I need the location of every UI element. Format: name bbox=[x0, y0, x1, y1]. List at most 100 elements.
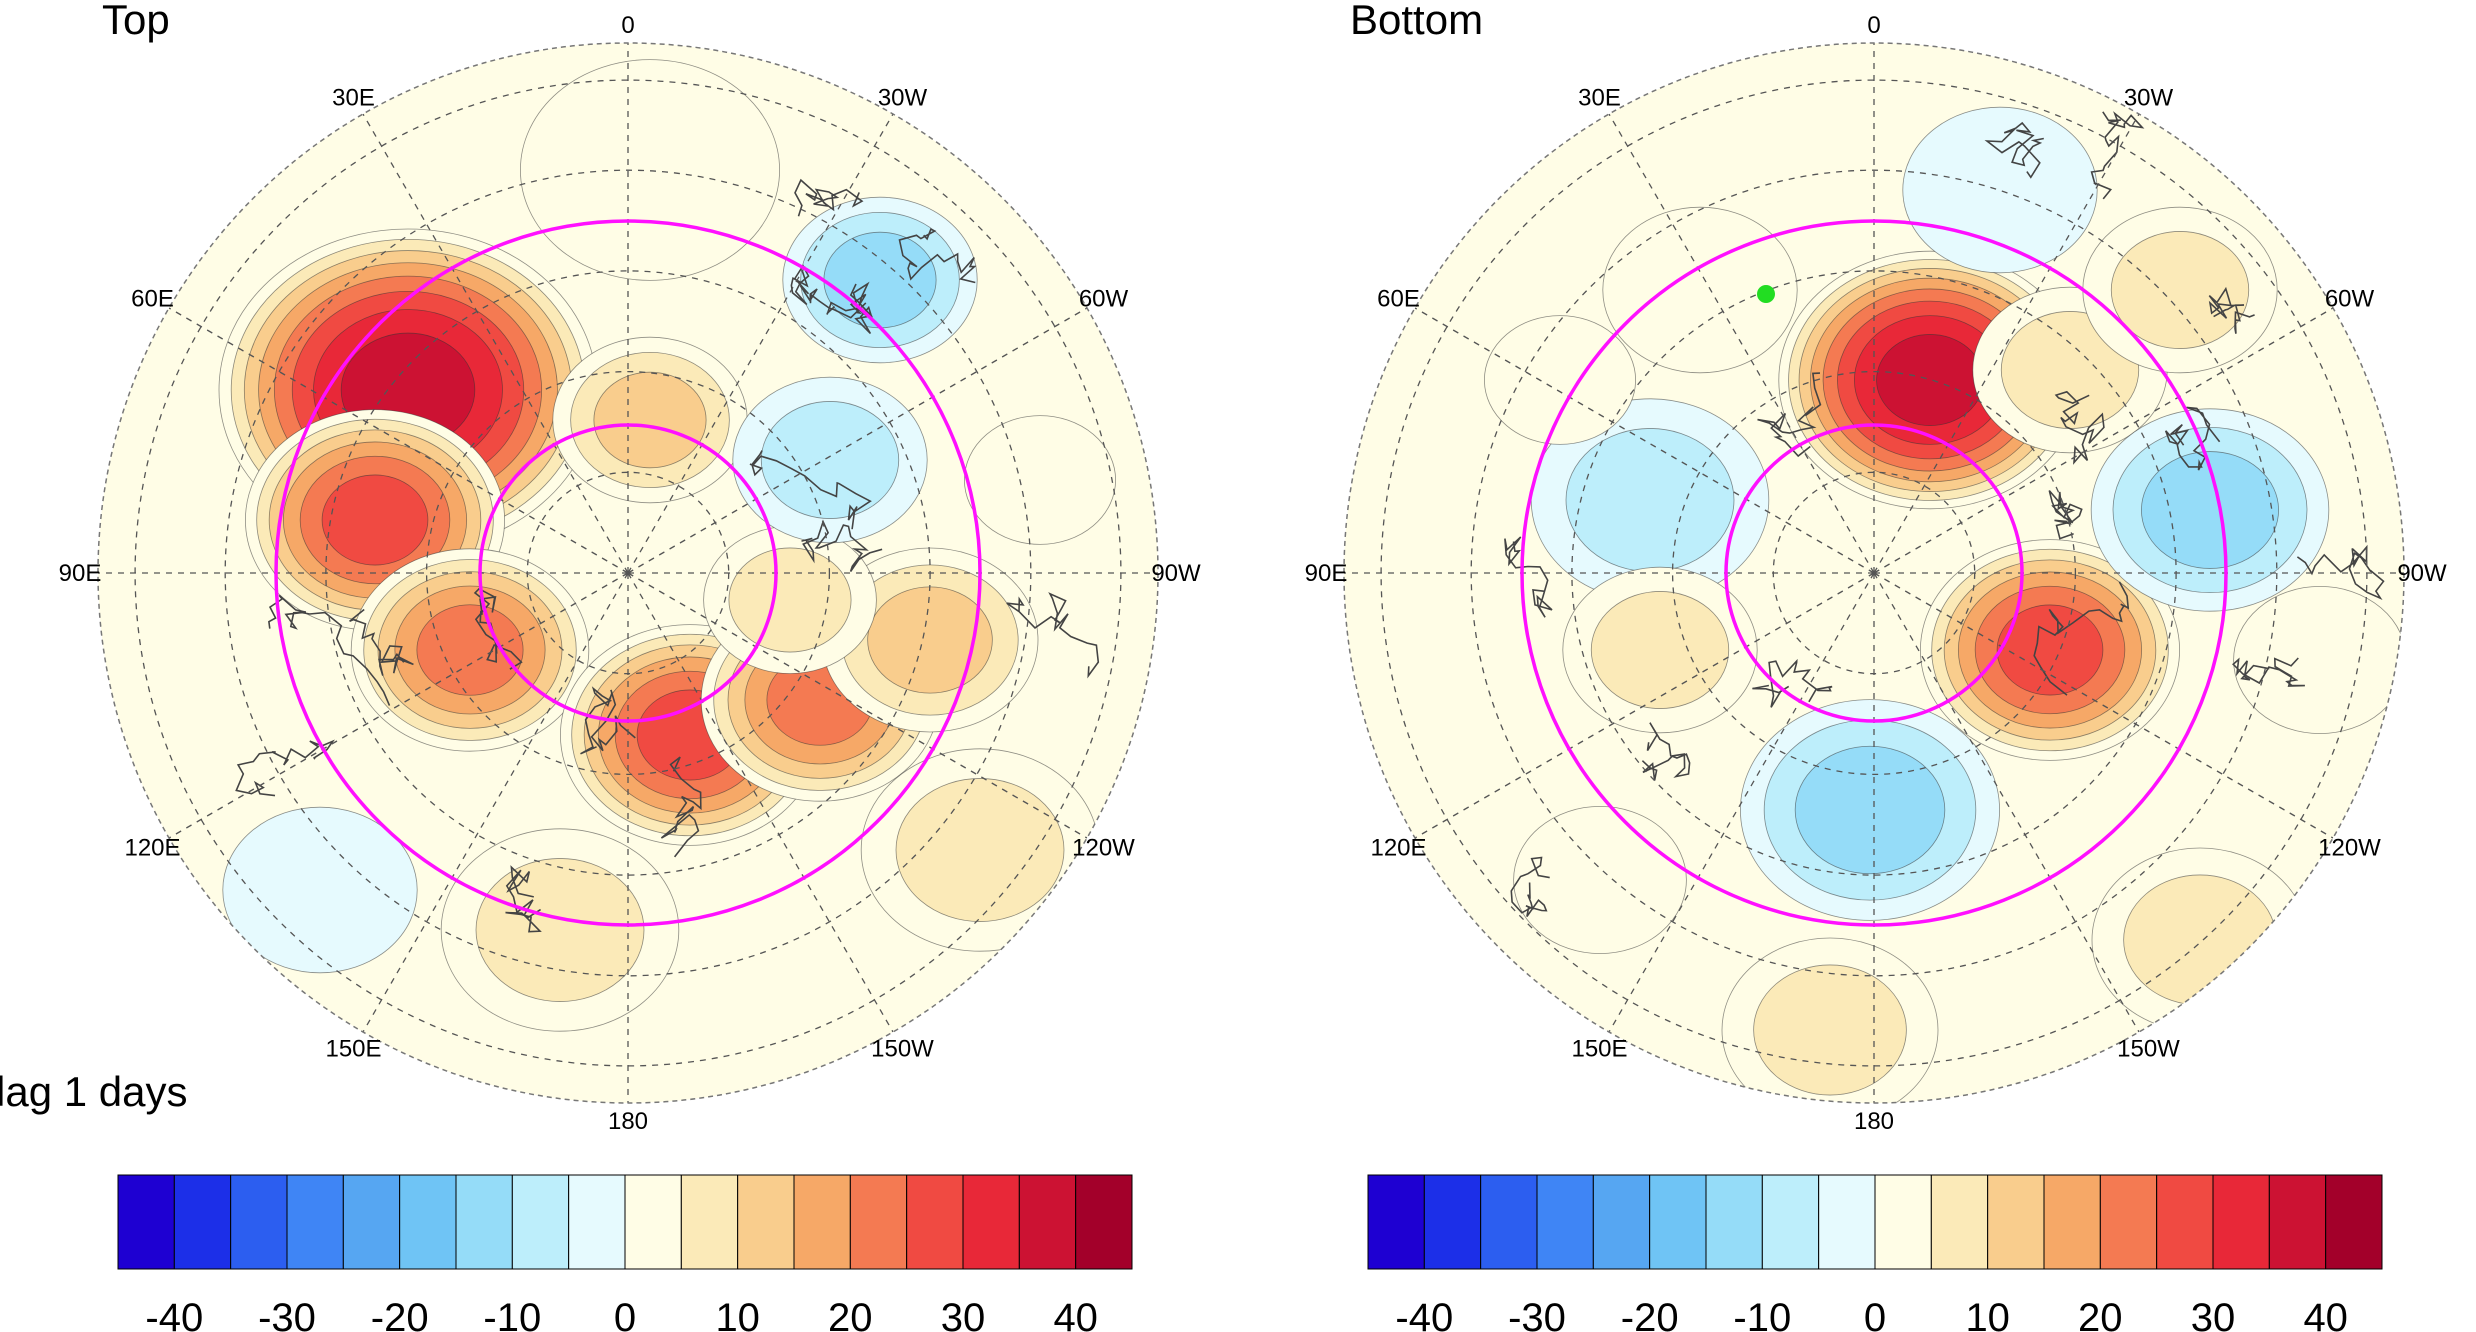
coastline bbox=[580, 686, 636, 755]
longitude-label: 120W bbox=[1072, 835, 1135, 862]
colorbar-cell bbox=[399, 1174, 457, 1270]
colorbar-tick-label: 40 bbox=[1053, 1296, 1098, 1332]
colorbar-tick-label: -10 bbox=[1733, 1296, 1791, 1332]
coastline bbox=[794, 178, 864, 217]
contour-fill bbox=[760, 401, 900, 519]
longitude-label: 90E bbox=[59, 560, 102, 587]
longitude-label: 180 bbox=[608, 1108, 648, 1135]
meridian-line bbox=[1873, 572, 2140, 1033]
meridian-line bbox=[362, 572, 629, 1033]
longitude-label: 150E bbox=[1571, 1036, 1627, 1063]
coastline bbox=[235, 739, 335, 797]
coastline bbox=[749, 450, 872, 530]
contour-fill bbox=[1996, 604, 2104, 696]
latitude-circle bbox=[224, 169, 1032, 977]
colorbar-tick-label: 10 bbox=[1965, 1296, 2010, 1332]
coastline bbox=[826, 281, 875, 335]
longitude-label: 150W bbox=[871, 1036, 934, 1063]
meridian-line bbox=[1414, 572, 1875, 839]
longitude-label: 30W bbox=[878, 85, 928, 112]
anomaly-field bbox=[218, 59, 1117, 1032]
colorbar-cell bbox=[1930, 1174, 1989, 1270]
colorbar-cell bbox=[342, 1174, 401, 1270]
longitude-label: 30E bbox=[1578, 85, 1621, 112]
colorbar-cell bbox=[1761, 1174, 1820, 1270]
longitude-label: 120E bbox=[1370, 835, 1426, 862]
colorbar-tick-label: 30 bbox=[941, 1296, 986, 1332]
coastline bbox=[2048, 490, 2083, 540]
colorbar-cell bbox=[1018, 1174, 1077, 1270]
colorbar-cell bbox=[793, 1174, 851, 1270]
coastline bbox=[1504, 536, 1553, 618]
longitude-label: 60W bbox=[1079, 286, 1129, 313]
coastline bbox=[2208, 286, 2255, 334]
outer-region-circle bbox=[274, 219, 982, 927]
colorbar-cell bbox=[1818, 1174, 1876, 1270]
meridian-line bbox=[1873, 572, 2334, 839]
colorbar-tick-label: -20 bbox=[1621, 1296, 1679, 1332]
contour-fill bbox=[2141, 451, 2279, 569]
contour-fill bbox=[1513, 806, 1687, 955]
longitude-label: 0 bbox=[621, 12, 634, 39]
coastline bbox=[660, 756, 702, 858]
coastline bbox=[2054, 390, 2105, 465]
longitude-label: 60W bbox=[2325, 286, 2375, 313]
meridian-line bbox=[1873, 307, 2334, 574]
meridian-line bbox=[627, 572, 894, 1033]
longitude-label: 180 bbox=[1854, 1108, 1894, 1135]
colorbar-cell bbox=[2268, 1174, 2327, 1270]
colorbar-tick-label: -30 bbox=[258, 1296, 316, 1332]
colorbar-cell bbox=[1480, 1174, 1538, 1270]
coastline bbox=[1752, 658, 1833, 708]
coastline bbox=[898, 227, 977, 284]
latitude-circle bbox=[1671, 370, 2077, 776]
contour-fill bbox=[1902, 106, 2098, 274]
colorbar-tick-label: 30 bbox=[2191, 1296, 2236, 1332]
colorbar-tick-label: -40 bbox=[145, 1296, 203, 1332]
colorbar-tick-label: 40 bbox=[2303, 1296, 2348, 1332]
coastline bbox=[2090, 111, 2145, 200]
coastline bbox=[1006, 592, 1100, 679]
coastline bbox=[505, 865, 542, 933]
contour-fill bbox=[1876, 334, 1984, 426]
colorbar-cell bbox=[2325, 1174, 2383, 1270]
anomaly-field bbox=[1484, 106, 2404, 1103]
colorbar-cell bbox=[2043, 1174, 2101, 1270]
outer-region-circle bbox=[1520, 219, 2228, 927]
coastline bbox=[2164, 406, 2221, 471]
contour-fill bbox=[895, 778, 1065, 922]
longitude-labels: 0 30W 60W 90W 120W 150W 180 150E 120E 90E 60E 30E bbox=[1305, 12, 2447, 1135]
coastline bbox=[801, 519, 883, 572]
colorbar-cell bbox=[1423, 1174, 1482, 1270]
colorbar-cell bbox=[173, 1174, 232, 1270]
meridian-line bbox=[627, 307, 1088, 574]
colorbar-cell bbox=[2212, 1174, 2270, 1270]
longitude-label: 120E bbox=[124, 835, 180, 862]
contour-fill bbox=[728, 547, 852, 653]
map-border bbox=[97, 42, 1159, 1104]
latitude-circle bbox=[425, 370, 831, 776]
colorbar-cell bbox=[849, 1174, 908, 1270]
contour-fill bbox=[1794, 745, 1946, 875]
coastline bbox=[1510, 856, 1550, 917]
colorbar-cell bbox=[1874, 1174, 1932, 1270]
colorbar-cell bbox=[1075, 1174, 1133, 1270]
colorbar-cell bbox=[117, 1174, 175, 1270]
graticule bbox=[1344, 43, 2404, 1103]
meridian-line bbox=[1873, 113, 2140, 574]
colorbar-cell bbox=[1987, 1174, 2045, 1270]
longitude-label: 90W bbox=[2397, 560, 2447, 587]
colorbar-cell bbox=[680, 1174, 739, 1270]
panel-title: Top bbox=[102, 0, 170, 43]
colorbar-cell bbox=[1705, 1174, 1763, 1270]
meridian-line bbox=[168, 572, 629, 839]
panel-title: Bottom bbox=[1350, 0, 1483, 43]
coastline bbox=[1641, 722, 1691, 781]
colorbar-tick-label: 20 bbox=[828, 1296, 873, 1332]
map-disc bbox=[98, 43, 1158, 1103]
contour-fill bbox=[321, 474, 429, 566]
longitude-labels: 0 30W 60W 90W 120W 150W 180 150E 120E 90E 60E 30E bbox=[59, 12, 1201, 1135]
meridian-line bbox=[362, 113, 629, 574]
coastline bbox=[790, 264, 867, 319]
